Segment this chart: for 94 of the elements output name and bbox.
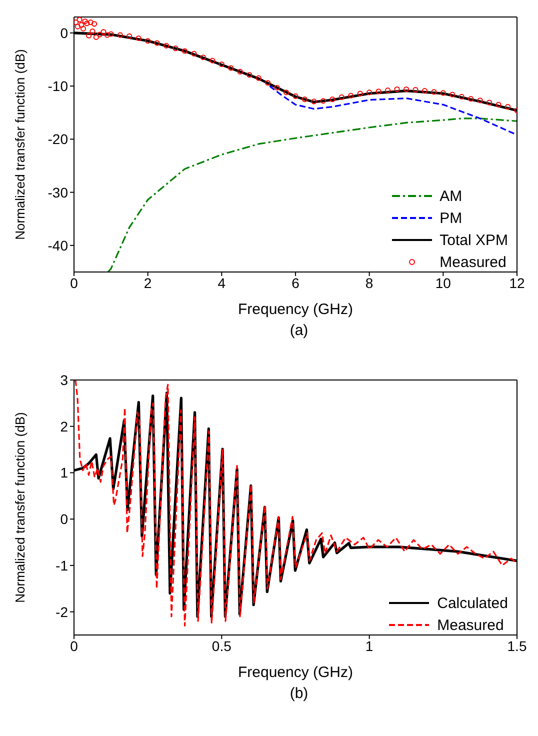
line-series xyxy=(107,118,517,272)
point xyxy=(172,46,178,52)
y-tick-label: -1 xyxy=(56,557,68,574)
point xyxy=(302,96,308,102)
x-tick-label: 1 xyxy=(365,638,374,654)
legend-label: Calculated xyxy=(437,594,508,612)
point xyxy=(274,84,280,90)
y-tick-label: 0 xyxy=(60,24,68,41)
x-tick-label: 12 xyxy=(509,274,525,291)
point xyxy=(126,33,132,39)
point xyxy=(477,98,483,104)
point xyxy=(74,20,79,26)
y-tick-label: 1 xyxy=(60,464,68,481)
point xyxy=(403,86,410,92)
point xyxy=(84,20,90,26)
point xyxy=(292,93,298,99)
point xyxy=(330,96,336,102)
y-tick-label: -2 xyxy=(56,604,68,620)
y-tick-label: 2 xyxy=(60,418,68,434)
x-tick-label: 0 xyxy=(70,638,78,654)
point xyxy=(90,28,96,34)
point xyxy=(376,88,382,94)
y-tick-label: -30 xyxy=(48,184,68,200)
legend-label: PM xyxy=(440,210,462,226)
point xyxy=(182,48,188,54)
x-tick-label: 6 xyxy=(292,274,300,291)
point xyxy=(237,68,243,75)
point xyxy=(74,24,80,30)
point xyxy=(458,94,464,100)
point xyxy=(504,104,511,110)
point xyxy=(384,88,391,94)
text: (a) xyxy=(288,322,310,339)
point xyxy=(117,32,123,38)
point xyxy=(228,65,234,71)
point xyxy=(256,75,262,81)
point xyxy=(496,102,502,108)
x-tick-label: 0 xyxy=(70,274,78,291)
point xyxy=(422,88,428,94)
point xyxy=(93,34,99,40)
y-tick-label: -10 xyxy=(48,78,68,94)
point xyxy=(468,96,474,102)
point xyxy=(394,86,400,92)
x-tick-label: 0.5 xyxy=(212,638,232,654)
x-tick-label: 4 xyxy=(218,274,226,291)
point xyxy=(145,38,151,44)
point xyxy=(88,20,94,26)
point xyxy=(431,89,437,95)
point xyxy=(348,92,354,98)
point xyxy=(311,98,317,104)
point xyxy=(78,22,84,28)
point xyxy=(246,72,252,78)
point xyxy=(191,50,197,56)
legend-label: Measured xyxy=(437,616,504,634)
point xyxy=(283,90,290,96)
y-tick-label: -40 xyxy=(48,237,68,254)
point xyxy=(100,29,106,35)
point xyxy=(265,80,271,86)
point xyxy=(486,100,492,106)
x-tick-label: 2 xyxy=(144,274,152,291)
point xyxy=(200,54,206,60)
point xyxy=(154,40,160,46)
point xyxy=(218,61,224,68)
point xyxy=(320,98,326,104)
point xyxy=(80,26,86,32)
point xyxy=(440,90,446,96)
x-tick-label: 10 xyxy=(435,274,452,291)
x-axis-title: Frequency (GHz) xyxy=(238,301,354,318)
point xyxy=(76,17,82,22)
x-tick-label: 1.5 xyxy=(507,638,527,654)
legend-label: Total XPM xyxy=(440,232,508,248)
point xyxy=(210,58,216,64)
point xyxy=(97,32,103,38)
point xyxy=(136,35,142,42)
point xyxy=(104,32,110,38)
y-axis-title: Normalized transfer function (dB) xyxy=(12,49,28,240)
point xyxy=(108,31,114,37)
y-tick-label: 3 xyxy=(60,372,68,388)
point xyxy=(412,86,418,93)
point xyxy=(338,94,344,100)
y-axis-title: Normalized transfer function (dB) xyxy=(12,412,28,603)
point xyxy=(366,90,372,96)
point xyxy=(450,92,456,98)
x-tick-label: 8 xyxy=(365,274,374,291)
point xyxy=(82,18,88,24)
legend-label: AM xyxy=(440,188,462,204)
point xyxy=(357,90,363,96)
y-tick-label: 0 xyxy=(60,511,68,528)
point xyxy=(92,21,98,27)
text: (b) xyxy=(288,685,310,702)
legend-label: Measured xyxy=(440,254,506,270)
point xyxy=(86,32,92,38)
point xyxy=(163,42,170,48)
x-axis-title: Frequency (GHz) xyxy=(238,664,354,681)
y-tick-label: -20 xyxy=(48,131,68,148)
